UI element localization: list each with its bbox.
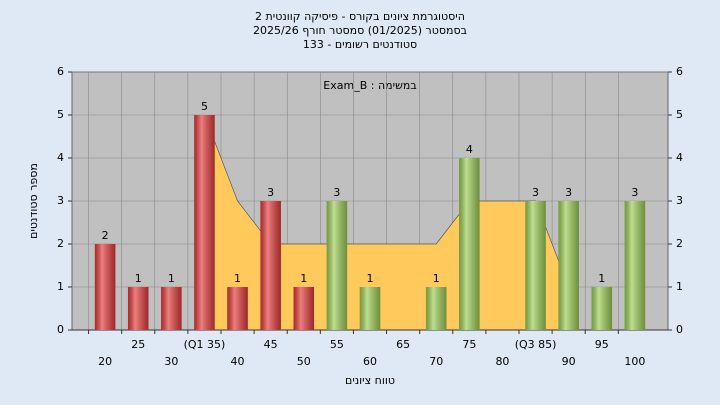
y2-tick-label: 4 — [676, 151, 683, 164]
x-tick-label: 75 — [462, 338, 476, 351]
bar-shade — [127, 287, 149, 330]
data-label: 5 — [201, 100, 208, 113]
y-tick-label: 5 — [57, 108, 64, 121]
x-tick-label: 50 — [297, 355, 311, 368]
chart-subtitle: בסמסטר (01/2025) סמסטר חורף 2025/26 — [253, 24, 467, 37]
bar-shade — [161, 287, 182, 330]
x-tick-label: 45 — [264, 338, 278, 351]
x-tick-label: 80 — [495, 355, 509, 368]
y2-tick-label: 2 — [676, 237, 683, 250]
bar-shade — [326, 201, 348, 330]
x-tick-label: 20 — [98, 355, 112, 368]
x-tick-label: (Q1 35) — [184, 338, 226, 351]
x-tick-label: 25 — [131, 338, 145, 351]
x-tick-label: 30 — [164, 355, 178, 368]
y2-tick-label: 5 — [676, 108, 683, 121]
y2-tick-label: 6 — [676, 65, 683, 78]
x-tick-label: 65 — [396, 338, 410, 351]
x-tick-label: 100 — [624, 355, 645, 368]
y-tick-label: 3 — [57, 194, 64, 207]
bar-shade — [227, 287, 248, 330]
bar-shade — [359, 287, 381, 330]
x-tick-label: 60 — [363, 355, 377, 368]
data-label: 4 — [466, 143, 473, 156]
y2-tick-label: 3 — [676, 194, 683, 207]
x-tick-label: 40 — [231, 355, 245, 368]
bar-shade — [425, 287, 447, 330]
bar-shade — [459, 158, 480, 330]
bar-shade — [260, 201, 281, 330]
y-tick-label: 0 — [57, 323, 64, 336]
data-label: 3 — [267, 186, 274, 199]
bar-shade — [194, 115, 215, 330]
data-label: 1 — [234, 272, 241, 285]
data-label: 1 — [598, 272, 605, 285]
bar-shade — [624, 201, 646, 330]
y-tick-label: 6 — [57, 65, 64, 78]
x-tick-label: (Q3 85) — [515, 338, 557, 351]
y-tick-label: 4 — [57, 151, 64, 164]
data-label: 3 — [631, 186, 638, 199]
chart-title: היסטוגרמת ציונים בקורס - פיסיקה קוונטית … — [255, 10, 465, 23]
y-axis-label: מספר סטודנטים — [27, 163, 40, 239]
data-label: 3 — [333, 186, 340, 199]
chart-subtitle: סטודנטים רשומים - 133 — [303, 38, 417, 51]
x-tick-label: 70 — [429, 355, 443, 368]
data-label: 1 — [367, 272, 374, 285]
bar-shade — [94, 244, 116, 330]
annotation: במשימה : Exam_B — [323, 79, 416, 92]
x-tick-label: 95 — [595, 338, 609, 351]
bar-shade — [591, 287, 613, 330]
x-tick-label: 55 — [330, 338, 344, 351]
y2-tick-label: 1 — [676, 280, 683, 293]
data-label: 1 — [433, 272, 440, 285]
data-label: 2 — [102, 229, 109, 242]
data-label: 3 — [565, 186, 572, 199]
y2-tick-label: 0 — [676, 323, 683, 336]
bar-shade — [293, 287, 315, 330]
data-label: 1 — [135, 272, 142, 285]
bar-shade — [558, 201, 579, 330]
x-axis-label: טווח ציונים — [345, 374, 395, 387]
data-label: 1 — [300, 272, 307, 285]
x-tick-label: 90 — [562, 355, 576, 368]
y-tick-label: 1 — [57, 280, 64, 293]
data-label: 1 — [168, 272, 175, 285]
y-tick-label: 2 — [57, 237, 64, 250]
bar-shade — [525, 201, 546, 330]
data-label: 3 — [532, 186, 539, 199]
